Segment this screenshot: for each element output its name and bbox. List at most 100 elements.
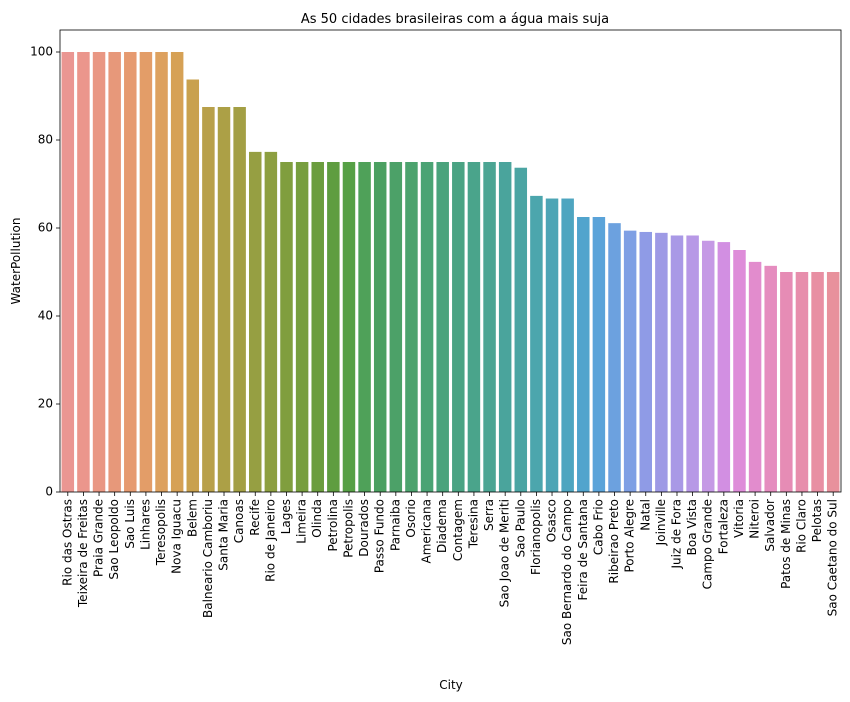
bar bbox=[530, 195, 543, 492]
bar bbox=[545, 198, 559, 492]
bar bbox=[561, 198, 574, 492]
x-tick-label: Americana bbox=[420, 499, 434, 563]
x-tick-label: Limeira bbox=[295, 499, 309, 544]
bar bbox=[358, 162, 371, 492]
plot-frame bbox=[59, 29, 842, 493]
bar bbox=[483, 162, 496, 492]
bar bbox=[217, 107, 231, 492]
x-tick-label: Recife bbox=[248, 499, 262, 536]
bar bbox=[748, 261, 762, 492]
bar bbox=[655, 232, 668, 492]
x-tick-label: Niteroi bbox=[748, 499, 762, 539]
x-tick-label: Teixeira de Freitas bbox=[76, 499, 90, 608]
y-tick-label: 0 bbox=[45, 485, 53, 499]
x-tick-label: Pelotas bbox=[810, 499, 824, 542]
bar bbox=[514, 167, 528, 492]
x-tick-label: Salvador bbox=[763, 499, 777, 552]
x-tick-label: Lages bbox=[279, 499, 293, 534]
y-tick-label: 60 bbox=[38, 221, 53, 235]
bar bbox=[108, 52, 121, 492]
x-tick-label: Sao Luis bbox=[123, 499, 137, 549]
x-tick-label: Santa Maria bbox=[217, 499, 231, 571]
bar bbox=[405, 162, 418, 492]
bar bbox=[826, 272, 840, 492]
bar bbox=[186, 79, 200, 492]
x-tick-label: Vitoria bbox=[732, 499, 746, 538]
x-tick-label: Sao Caetano do Sul bbox=[826, 499, 840, 616]
x-axis: Rio das Ostras Teixeira de Freitas Praia G… bbox=[60, 492, 840, 645]
bar bbox=[764, 265, 777, 492]
x-tick-label: Canoas bbox=[232, 499, 246, 543]
x-tick-label: Passo Fundo bbox=[373, 499, 387, 573]
bar bbox=[498, 162, 512, 492]
bar bbox=[311, 162, 324, 492]
x-tick-label: Juiz de Fora bbox=[669, 499, 683, 570]
x-tick-label: Sao Bernardo do Campo bbox=[560, 499, 574, 645]
bar bbox=[608, 223, 621, 492]
x-tick-label: Porto Alegre bbox=[623, 499, 637, 573]
bar bbox=[61, 52, 75, 492]
bar bbox=[452, 162, 465, 492]
bar bbox=[577, 217, 590, 492]
bars-group bbox=[61, 52, 840, 493]
chart-title: As 50 cidades brasileiras com a água mai… bbox=[301, 12, 609, 27]
x-tick-label: Balneario Camboriu bbox=[201, 499, 215, 618]
x-tick-label: Petropolis bbox=[341, 499, 355, 558]
bar bbox=[670, 235, 684, 493]
x-tick-label: Rio das Ostras bbox=[60, 499, 74, 586]
bar bbox=[811, 272, 824, 492]
x-tick-label: Sao Paulo bbox=[513, 499, 527, 557]
bar bbox=[327, 162, 340, 492]
x-axis-label: City bbox=[439, 678, 463, 692]
bar bbox=[639, 231, 652, 492]
bar bbox=[389, 162, 403, 492]
bar bbox=[436, 162, 449, 492]
x-tick-label: Rio de Janeiro bbox=[263, 499, 277, 582]
x-tick-label: Patos de Minas bbox=[779, 499, 793, 589]
x-tick-label: Fortaleza bbox=[716, 499, 730, 554]
x-tick-label: Parnaiba bbox=[388, 499, 402, 551]
x-tick-label: Petrolina bbox=[326, 499, 340, 552]
x-tick-label: Olinda bbox=[310, 499, 324, 538]
bar bbox=[733, 250, 746, 492]
bar bbox=[717, 242, 731, 492]
x-tick-label: Diadema bbox=[435, 499, 449, 553]
x-tick-label: Teresina bbox=[466, 499, 480, 549]
x-tick-label: Belem bbox=[185, 499, 199, 537]
bar bbox=[124, 52, 137, 492]
bar bbox=[342, 162, 356, 492]
x-tick-label: Ribeirao Preto bbox=[607, 499, 621, 584]
x-tick-label: Sao Joao de Meriti bbox=[498, 499, 512, 607]
x-tick-label: Campo Grande bbox=[701, 499, 715, 589]
bar bbox=[467, 162, 481, 492]
bar bbox=[202, 107, 215, 492]
x-tick-label: Contagem bbox=[451, 499, 465, 561]
x-tick-label: Feira de Santana bbox=[576, 499, 590, 600]
x-tick-label: Praia Grande bbox=[92, 499, 106, 577]
x-tick-label: Natal bbox=[638, 499, 652, 531]
bar bbox=[373, 162, 387, 492]
x-tick-label: Cabo Frio bbox=[591, 499, 605, 555]
y-tick-label: 100 bbox=[30, 45, 53, 59]
y-tick-label: 40 bbox=[38, 309, 53, 323]
y-axis-label: WaterPollution bbox=[9, 218, 23, 305]
bar bbox=[795, 272, 809, 492]
y-axis: 0 20 40 60 80 100 bbox=[30, 45, 60, 499]
x-tick-label: Joinville bbox=[654, 499, 668, 546]
bar bbox=[170, 52, 184, 492]
x-tick-label: Dourados bbox=[357, 499, 371, 557]
bar bbox=[280, 162, 293, 492]
bar bbox=[295, 162, 309, 492]
bar bbox=[139, 52, 153, 492]
bar bbox=[77, 52, 90, 492]
x-tick-label: Osasco bbox=[545, 499, 559, 542]
bar bbox=[686, 235, 699, 493]
x-tick-label: Boa Vista bbox=[685, 499, 699, 555]
bar bbox=[780, 272, 793, 492]
bar bbox=[623, 230, 637, 492]
x-tick-label: Osorio bbox=[404, 499, 418, 538]
bar bbox=[233, 107, 246, 492]
bar bbox=[592, 217, 606, 492]
bar bbox=[249, 151, 262, 492]
